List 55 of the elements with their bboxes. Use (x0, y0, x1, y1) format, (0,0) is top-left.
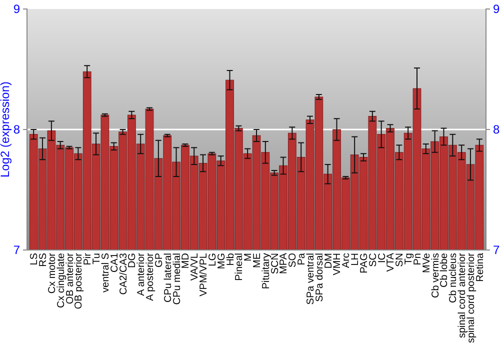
x-tick-label: Arc (341, 253, 352, 268)
y-tick-label: 8 (13, 122, 20, 136)
x-tick-label: ventral S (100, 252, 112, 292)
x-tick-label: Pa (296, 252, 308, 266)
x-tick-label: Cx cingulate (56, 252, 67, 308)
x-tick-label: MG (216, 252, 228, 270)
x-tick-label: spinal cord posterior (466, 252, 477, 344)
x-tick-label: SCN (270, 253, 281, 274)
x-tick-label: Tg (404, 253, 415, 265)
y-tick-label: 9 (13, 2, 20, 16)
x-tick-label: M (243, 253, 254, 262)
y-axis-title: Log2 (expression) (0, 81, 12, 178)
y2-tick-label: 7 (493, 242, 500, 257)
x-tick-label: spinal cord anterior (457, 252, 468, 338)
x-tick-label: SN (394, 253, 406, 267)
x-tick-label: Cb lobe (439, 252, 450, 288)
x-tick-label: A anterior (136, 252, 148, 296)
x-tick-label: SPa dorsal (314, 253, 326, 302)
x-tick-label: Tu (92, 253, 103, 264)
y2-tick-label: 9 (493, 2, 500, 16)
x-tick-label: PAG (358, 252, 370, 274)
x-tick-label: CA1 (109, 252, 120, 272)
x-tick-label: ME (252, 252, 263, 268)
x-tick-label: GP (154, 252, 165, 268)
x-tick-label: SC (368, 253, 379, 267)
x-tick-label: Pituitary (260, 253, 272, 290)
x-tick-label: LS (29, 252, 40, 266)
x-tick-label: CPu lateral (162, 253, 174, 302)
x-tick-label: Retina (474, 252, 486, 282)
x-tick-label: Pn (412, 253, 424, 266)
x-tick-label: VPM/VPL (198, 252, 210, 296)
x-tick-label: SPa ventral (305, 253, 316, 305)
x-tick-label: Pir (82, 252, 94, 266)
x-tick-label: VTA (386, 252, 397, 272)
x-tick-label: LH (350, 253, 362, 266)
x-tick-label: CPu medial (172, 253, 183, 305)
x-tick-label: A posterior (145, 252, 156, 301)
x-tick-label: VMH (332, 253, 344, 276)
x-tick-label: SO (288, 252, 299, 268)
x-tick-label: Pineal (234, 253, 246, 281)
x-tick-label: IC (376, 253, 388, 263)
x-tick-label: CA2/CA3 (118, 252, 130, 295)
x-tick-label: LG (207, 252, 218, 266)
x-tick-label: OB posterior (74, 252, 85, 310)
x-tick-label: Cx motor (46, 252, 58, 294)
x-tick-label: MVe (421, 252, 432, 274)
x-tick-label: OB anterior (64, 252, 76, 304)
x-tick-label: Cb nucleus (448, 253, 460, 304)
x-tick-label: DG (127, 252, 138, 268)
x-tick-label: MPA (278, 252, 290, 274)
x-tick-label: RS (38, 252, 50, 267)
y2-tick-label: 8 (493, 122, 500, 136)
x-tick-label: DM (323, 253, 334, 269)
y-tick-label: 7 (13, 242, 20, 257)
x-tick-label: Hb (225, 252, 236, 266)
